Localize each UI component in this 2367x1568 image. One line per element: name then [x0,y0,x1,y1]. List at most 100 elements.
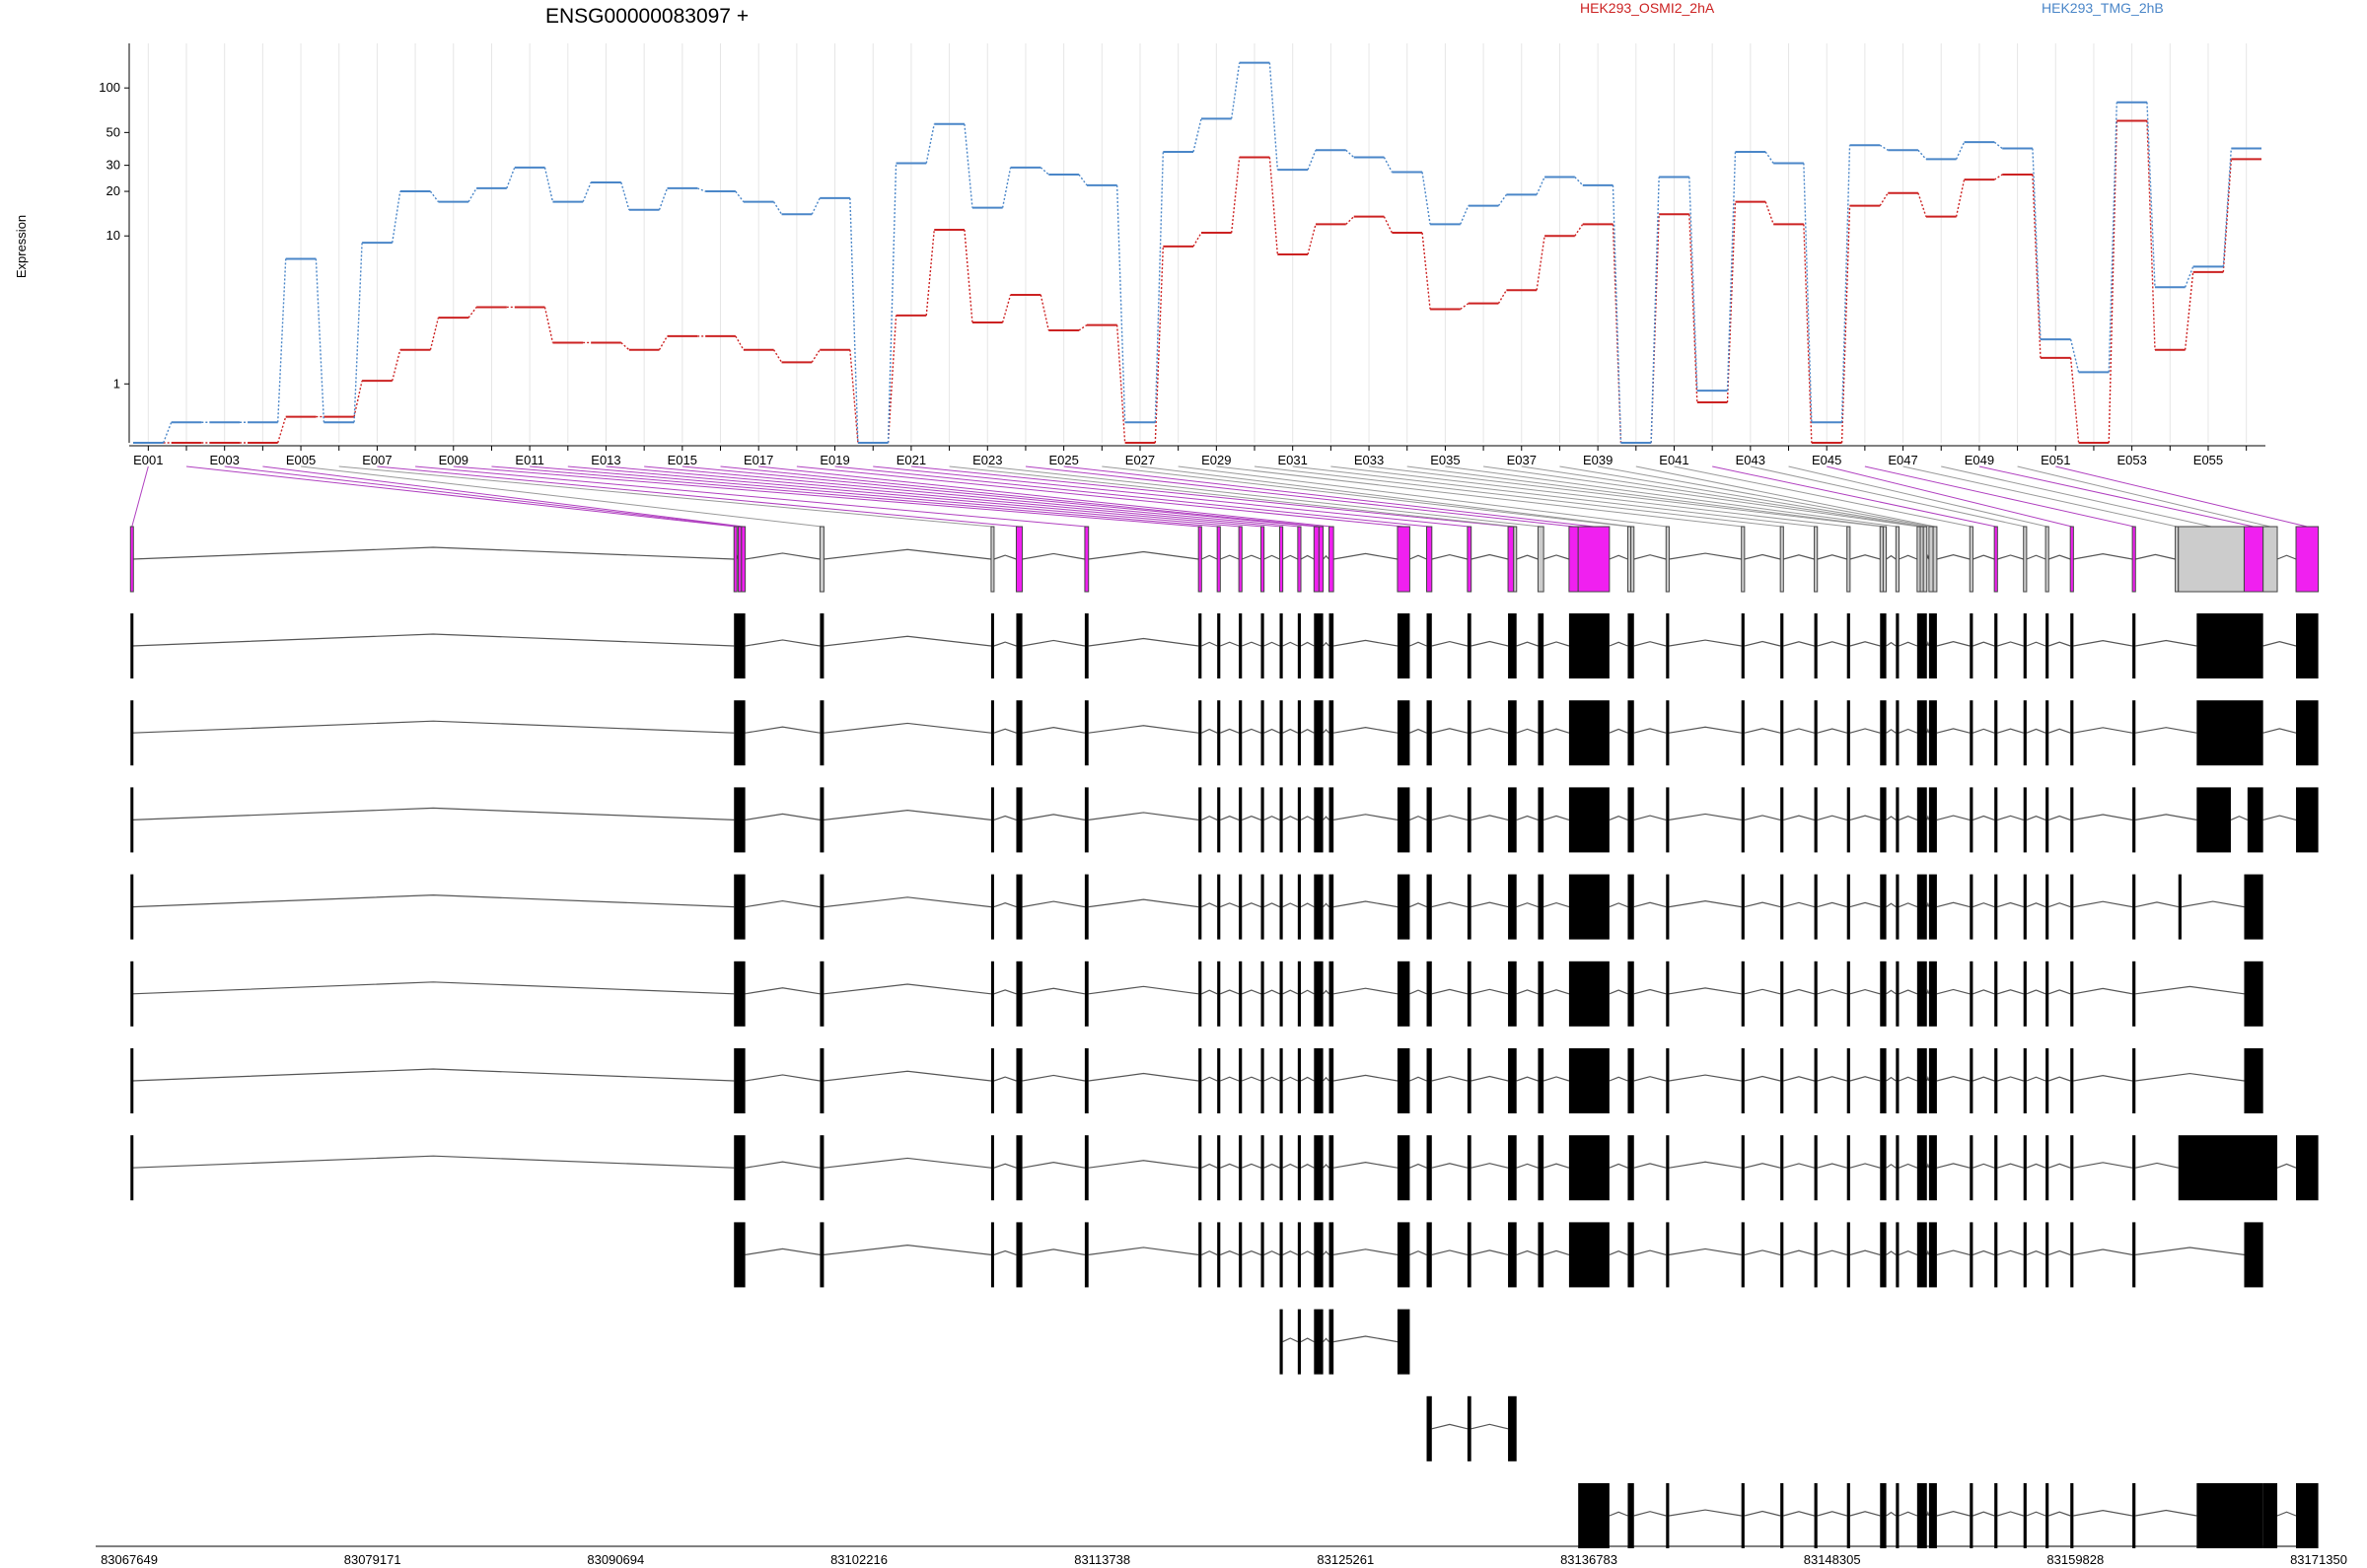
exon-connector [1063,465,1595,528]
intron-line [1409,1250,1427,1255]
transcript-1 [130,613,2319,678]
transcript-exon [1217,1048,1221,1113]
intron-line [993,815,1017,820]
x-tick-label: E001 [133,453,163,467]
transcript-exon [1538,700,1544,766]
intron-line [1817,1163,1847,1169]
intron-line [1972,728,1995,734]
transcript-exon [1741,1048,1745,1113]
intron-line [1633,901,1667,908]
intron-line [1609,989,1628,995]
transcript-exon [2247,787,2263,853]
intron-line [1744,988,1781,995]
intron-line [1088,1247,1199,1255]
transcript-exon [1397,1048,1410,1113]
intron-line [132,893,735,908]
intron-line [2026,1163,2046,1169]
transcript-exon [1880,700,1887,766]
intron-line [2026,1511,2046,1517]
intron-line [1972,1249,1995,1255]
series-connector [1230,62,1241,119]
intron-line [1022,727,1086,734]
intron-line [1088,985,1199,995]
transcript-exon [1467,613,1471,678]
transcript-exon [1916,1135,1927,1201]
transcript-exon [1314,613,1324,678]
transcript-exon [2070,1135,2074,1201]
series-connector [2222,159,2233,272]
series-connector [620,181,630,210]
intron-line [1899,989,1918,995]
intron-line [1609,1163,1628,1169]
transcript-exon [1198,1222,1202,1288]
intron-line [1201,989,1218,995]
series-connector [2069,338,2080,373]
transcript-exon [734,700,746,766]
series-connector [392,349,401,382]
series-connector [1078,323,1088,331]
transcript-exon [1994,1048,1998,1113]
intron-line [824,810,991,820]
transcript-exon [2132,1483,2136,1548]
intron-line [1899,728,1918,734]
intron-line [745,1247,821,1255]
series-connector [1955,179,1966,217]
intron-line [1899,816,1918,820]
intron-line [1409,1163,1427,1169]
intron-line [1323,1164,1329,1169]
transcript-exon [1880,1135,1887,1201]
intron-line [1088,812,1199,820]
x-tick-label: E033 [1354,453,1384,467]
intron-line [1220,554,1240,560]
transcript-exon [1994,700,1998,766]
series-connector [1764,151,1774,164]
transcript-exon [1016,1135,1023,1201]
transcript-exon [1508,787,1517,853]
intron-line [1886,902,1897,908]
intron-line [1849,728,1881,734]
transcript-exon [1297,1135,1302,1201]
intron-line [1542,1249,1570,1255]
transcript-exon [1896,1048,1900,1113]
intron-line [824,1070,991,1082]
transcript-exon [1970,1483,1973,1548]
series-connector [429,190,439,203]
series-connector [887,163,897,444]
intron-line [1431,1075,1469,1082]
exon-e019 [1426,526,1433,593]
series-connector [1460,303,1470,311]
exon-connector [1025,465,1574,528]
exon-connector [224,465,741,528]
exon-e001 [129,526,134,593]
intron-line [1817,988,1847,995]
transcript-exon [1217,1222,1221,1288]
exon-connector [1521,465,1922,528]
transcript-exon [820,1135,825,1201]
intron-line [1409,554,1427,560]
series-connector [315,258,325,423]
transcript-exon [990,961,994,1027]
series-connector [2184,266,2194,288]
intron-line [1333,1074,1399,1082]
intron-line [2073,553,2133,560]
transcript-exon [1928,961,1937,1027]
transcript-exon [1896,787,1900,853]
intron-line [1470,815,1509,820]
transcript-exon [1814,1483,1818,1548]
intron-line [1542,1163,1570,1169]
exon-e051 [2295,526,2320,593]
transcript-exon [1328,613,1334,678]
x-tick-label: E049 [1965,453,1994,467]
intron-line [1783,554,1815,560]
series-connector [1001,167,1012,208]
exon-connector [720,465,1322,528]
transcript-exon [1426,961,1432,1027]
series-connector [1268,157,1279,255]
transcript-exon [1666,787,1670,853]
intron-line [1997,641,2024,647]
transcript-exon [1467,700,1471,766]
intron-line [1333,814,1399,820]
intron-line [1972,815,1995,820]
intron-line [1300,902,1315,908]
intron-line [1886,1250,1897,1255]
